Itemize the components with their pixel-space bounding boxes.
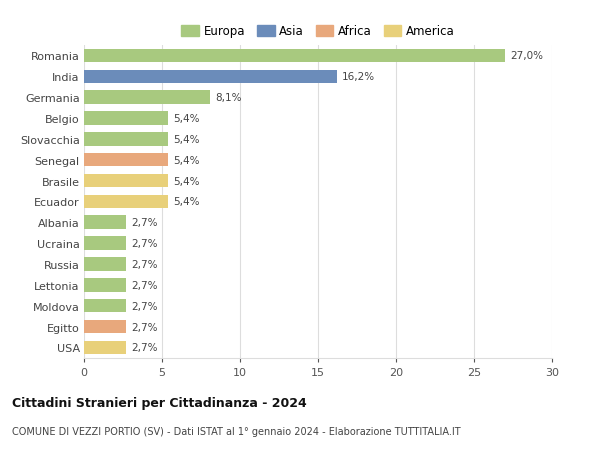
Bar xyxy=(84,299,126,313)
Bar xyxy=(84,91,211,105)
Bar xyxy=(84,112,168,125)
Text: 2,7%: 2,7% xyxy=(131,301,157,311)
Text: 16,2%: 16,2% xyxy=(341,72,374,82)
Text: 2,7%: 2,7% xyxy=(131,239,157,249)
Text: 2,7%: 2,7% xyxy=(131,322,157,332)
Text: 2,7%: 2,7% xyxy=(131,280,157,290)
Legend: Europa, Asia, Africa, America: Europa, Asia, Africa, America xyxy=(176,21,460,43)
Bar xyxy=(84,320,126,334)
Bar xyxy=(84,70,337,84)
Text: 5,4%: 5,4% xyxy=(173,155,199,165)
Bar xyxy=(84,174,168,188)
Text: 5,4%: 5,4% xyxy=(173,176,199,186)
Text: 8,1%: 8,1% xyxy=(215,93,242,103)
Text: 5,4%: 5,4% xyxy=(173,114,199,124)
Text: 2,7%: 2,7% xyxy=(131,218,157,228)
Text: COMUNE DI VEZZI PORTIO (SV) - Dati ISTAT al 1° gennaio 2024 - Elaborazione TUTTI: COMUNE DI VEZZI PORTIO (SV) - Dati ISTAT… xyxy=(12,426,461,436)
Text: 27,0%: 27,0% xyxy=(510,51,543,62)
Bar xyxy=(84,237,126,250)
Bar xyxy=(84,133,168,146)
Text: 2,7%: 2,7% xyxy=(131,259,157,269)
Bar xyxy=(84,50,505,63)
Text: 2,7%: 2,7% xyxy=(131,342,157,353)
Text: 5,4%: 5,4% xyxy=(173,134,199,145)
Bar xyxy=(84,279,126,292)
Bar xyxy=(84,216,126,230)
Bar xyxy=(84,257,126,271)
Text: 5,4%: 5,4% xyxy=(173,197,199,207)
Bar xyxy=(84,195,168,209)
Bar xyxy=(84,154,168,167)
Text: Cittadini Stranieri per Cittadinanza - 2024: Cittadini Stranieri per Cittadinanza - 2… xyxy=(12,396,307,409)
Bar xyxy=(84,341,126,354)
